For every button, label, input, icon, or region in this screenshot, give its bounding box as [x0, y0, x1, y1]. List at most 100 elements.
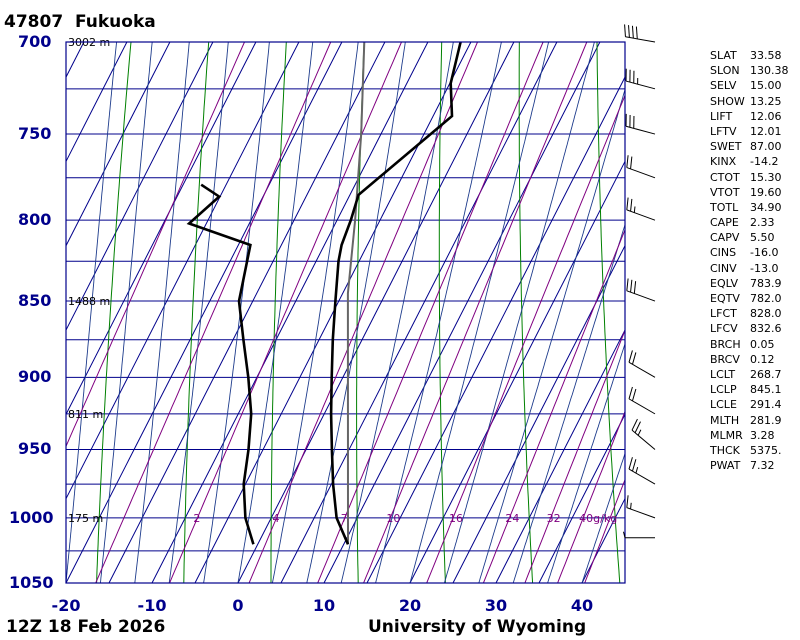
index-row: MLTH 281.9: [710, 414, 789, 429]
index-value: 130.38: [750, 64, 789, 78]
dry-adiabat-line: [674, 23, 707, 583]
index-name: SLAT: [710, 49, 737, 62]
temperature-tick-label: 30: [484, 596, 508, 615]
index-name: EQTV: [710, 292, 740, 305]
index-row: LFCT 828.0: [710, 307, 789, 322]
observation-time: 12Z 18 Feb 2026: [6, 617, 166, 637]
index-name: SHOW: [710, 94, 745, 108]
index-value: 0.05: [750, 337, 775, 351]
index-name: LFCT: [710, 307, 737, 321]
wind-barb: [626, 197, 656, 221]
wind-barb: [626, 278, 656, 302]
index-name: EQLV: [710, 276, 739, 290]
moist-adiabat-line: [271, 42, 359, 583]
index-name: CAPE: [710, 216, 739, 230]
index-name: SLON: [710, 64, 740, 78]
pressure-tick-label: 750: [18, 124, 52, 144]
index-name: TOTL: [710, 200, 739, 214]
index-value: 268.7: [750, 367, 782, 381]
index-value: 34.90: [750, 200, 782, 214]
index-row: SWET 87.00: [710, 140, 789, 155]
temperature-tick-label: -10: [137, 596, 167, 615]
mixing-ratio-label: 40g/kg: [579, 512, 617, 525]
moist-adiabat-line: [443, 42, 595, 583]
isotherm-line: [66, 42, 214, 332]
index-row: CAPV 5.50: [710, 231, 789, 246]
wind-barb: [628, 457, 656, 485]
index-name: MLTH: [710, 413, 740, 427]
mixing-ratio-line: [317, 42, 544, 583]
mixing-ratio-line: [584, 478, 625, 583]
moist-adiabat-line: [547, 342, 625, 583]
index-row: VTOT 19.60: [710, 186, 789, 201]
index-value: 87.00: [750, 140, 782, 154]
height-label: 811 m: [68, 408, 103, 421]
index-name: CAPV: [710, 231, 740, 245]
pressure-tick-label: 850: [18, 291, 52, 311]
isotherm-line: [66, 42, 257, 416]
pressure-tick-label: 950: [18, 439, 52, 459]
moist-adiabat-line: [99, 42, 153, 583]
isotherm-line: [452, 244, 625, 583]
mixing-ratio-line: [363, 42, 588, 583]
index-row: LIFT 12.06: [710, 110, 789, 125]
index-row: LCLE 291.4: [710, 398, 789, 413]
index-value: -14.2: [750, 155, 779, 169]
index-value: -16.0: [750, 246, 779, 260]
mixing-ratio-label: 24: [505, 512, 519, 525]
wind-barb: [631, 418, 656, 450]
moist-adiabat-line: [168, 42, 229, 583]
dry-adiabat-line: [183, 42, 210, 583]
dry-adiabat-line: [438, 42, 446, 583]
index-row: CTOT 15.30: [710, 171, 789, 186]
index-name: PWAT: [710, 459, 741, 473]
moist-adiabat-line: [512, 223, 625, 583]
wind-barb: [625, 113, 656, 135]
index-name: SWET: [710, 140, 742, 154]
pressure-tick-label: 1000: [9, 507, 54, 527]
isotherm-line: [66, 42, 128, 163]
index-name: LCLE: [710, 398, 737, 412]
wind-barb: [626, 495, 656, 519]
mixing-ratio-label: 10: [386, 512, 400, 525]
temperature-profile-line: [329, 42, 462, 545]
index-row: KINX -14.2: [710, 155, 789, 170]
isotherm-line: [366, 75, 625, 583]
index-value: 13.25: [750, 94, 782, 108]
dry-adiabat-line: [518, 42, 534, 583]
index-value: 0.12: [750, 352, 775, 366]
wind-barb: [625, 68, 656, 90]
temperature-tick-label: 40: [570, 596, 594, 615]
index-row: EQLV 783.9: [710, 277, 789, 292]
index-value: 291.4: [750, 398, 782, 412]
temperature-tick-label: 20: [398, 596, 422, 615]
isotherm-line: [409, 160, 625, 583]
moist-adiabat-line: [203, 42, 270, 583]
mixing-ratio-line: [169, 42, 403, 583]
index-value: 12.01: [750, 124, 782, 138]
index-row: MLMR 3.28: [710, 429, 789, 444]
moist-adiabat-line: [478, 87, 625, 583]
dry-adiabat-line: [596, 42, 621, 583]
pressure-tick-label: 700: [18, 32, 52, 51]
index-row: SELV 15.00: [710, 79, 789, 94]
isotherm-line: [66, 42, 171, 247]
index-row: SHOW 13.25: [710, 95, 789, 110]
index-value: 15.30: [750, 170, 782, 184]
pressure-tick-label: 1050: [9, 573, 54, 592]
wind-barb: [623, 531, 655, 539]
moist-adiabat-line: [581, 452, 625, 583]
mixing-ratio-label: 7: [341, 512, 348, 525]
isotherm-line: [237, 42, 515, 583]
index-name: BRCV: [710, 352, 740, 366]
data-source: University of Wyoming: [368, 617, 587, 637]
index-row: BRCH 0.05: [710, 338, 789, 353]
index-row: CINS -16.0: [710, 246, 789, 261]
dewpoint-profile-line: [186, 183, 255, 545]
wind-barb: [626, 155, 656, 179]
moist-adiabat-line: [306, 42, 406, 583]
index-row: LFTV 12.01: [710, 125, 789, 140]
isotherm-line: [151, 42, 429, 583]
index-value: 7.32: [750, 459, 775, 473]
dry-adiabat-line: [96, 42, 132, 583]
